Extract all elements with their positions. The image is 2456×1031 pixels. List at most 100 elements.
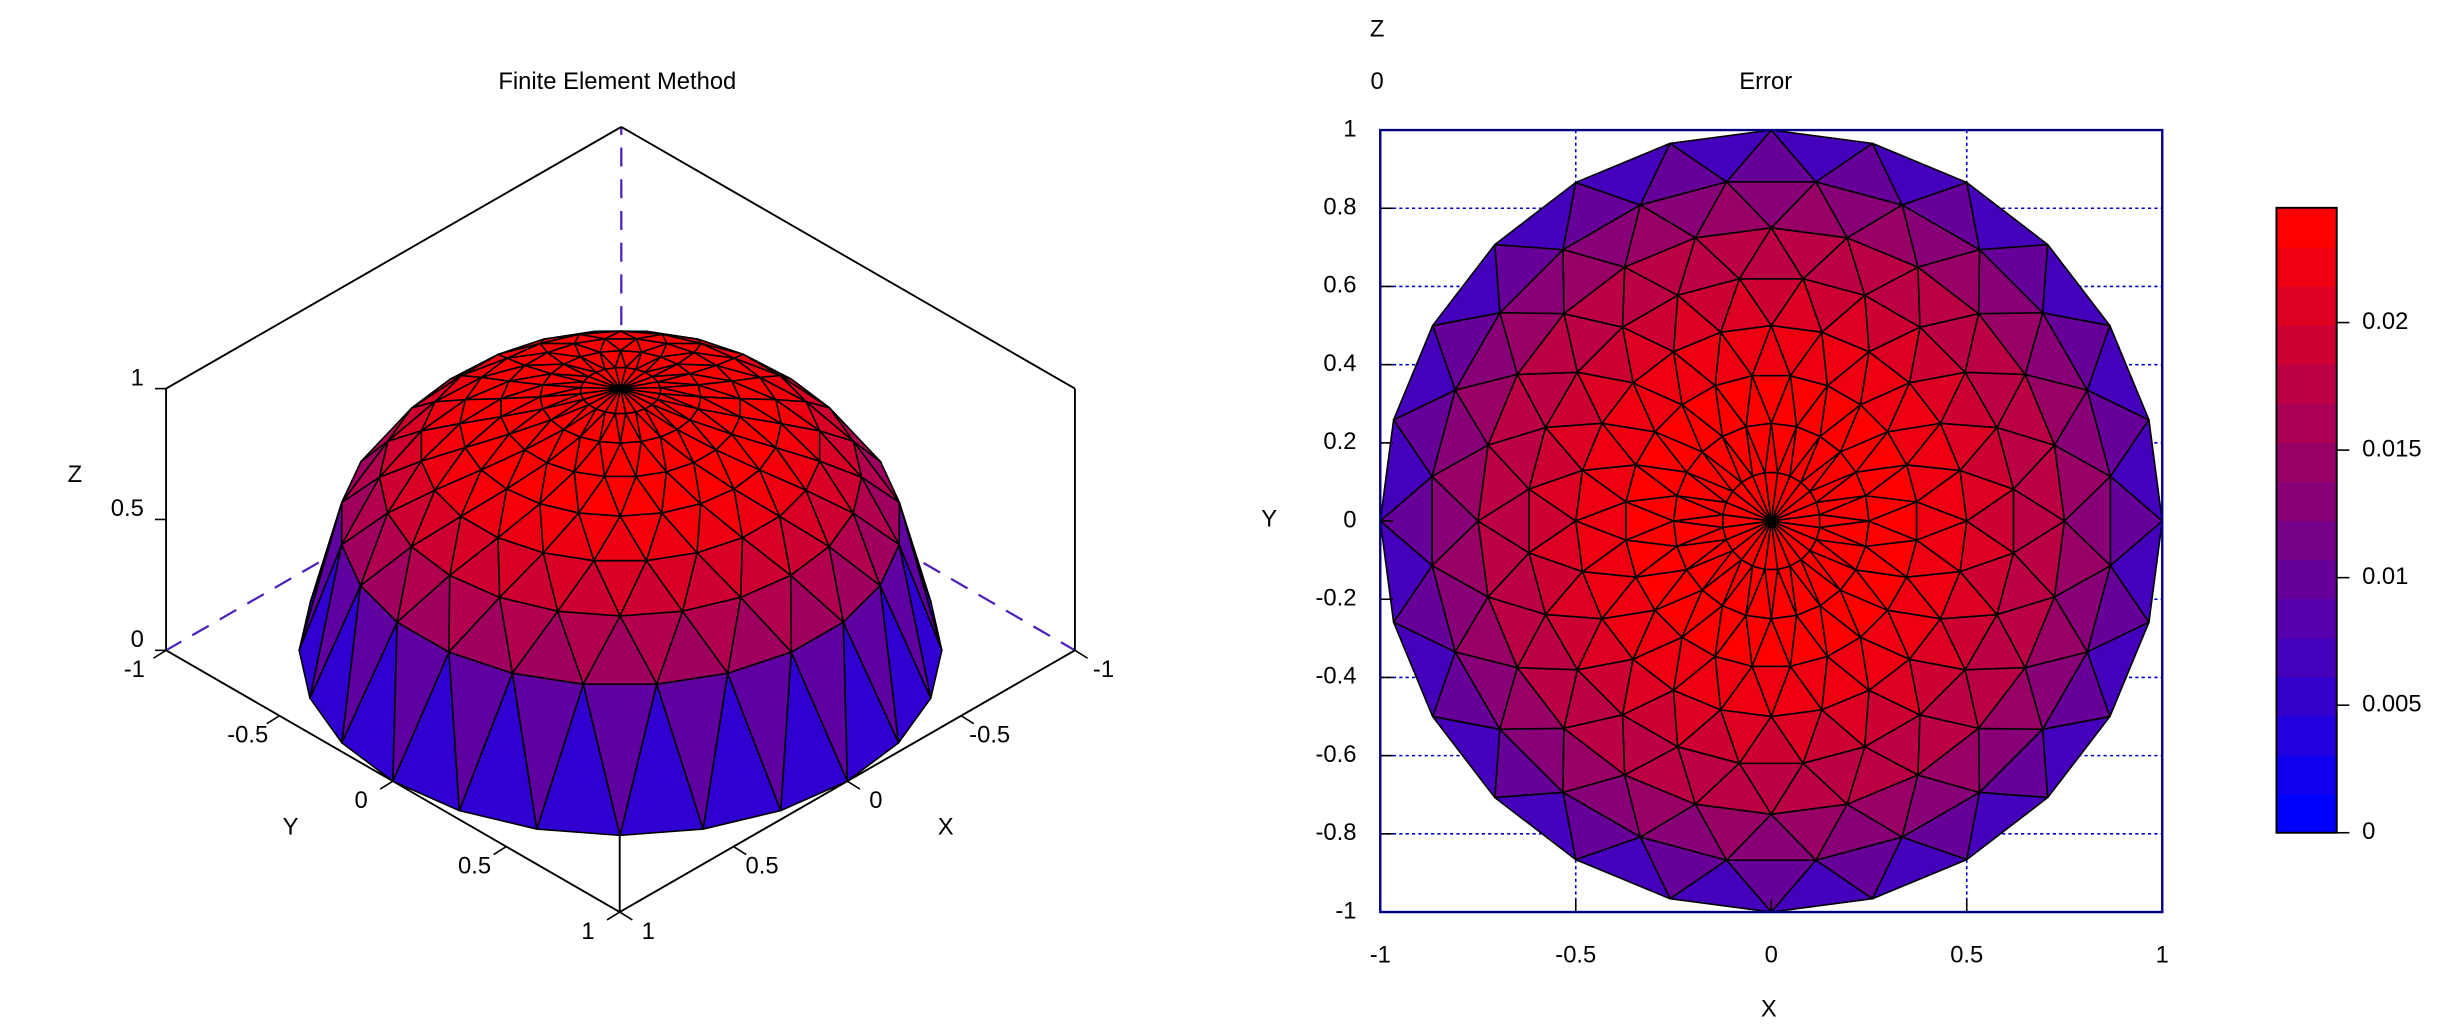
x-tick-label: 0.5 xyxy=(746,853,779,880)
colorbar-band xyxy=(2276,637,2337,678)
x-axis-label: X xyxy=(1761,996,1777,1023)
y-tick-label: -0.4 xyxy=(1315,663,1356,690)
x-tick-label: -1 xyxy=(1093,656,1114,683)
y-axis-label: Y xyxy=(1261,506,1277,533)
error-facet xyxy=(1392,621,1456,718)
x-tick xyxy=(1074,649,1089,659)
z-axis-label: Z xyxy=(1370,15,1385,42)
colorbar-band xyxy=(2276,285,2337,326)
y-tick-label: 0.8 xyxy=(1323,194,1356,221)
x-tick-label: -0.5 xyxy=(1555,942,1596,969)
colorbar-band xyxy=(2276,246,2337,287)
x-tick-label: 0.5 xyxy=(1950,942,1983,969)
surface-facet xyxy=(582,615,658,685)
y-tick-label: -1 xyxy=(1335,897,1356,924)
error-facet xyxy=(1669,129,1773,183)
x-tick xyxy=(960,715,975,725)
x-tick-label: -1 xyxy=(1370,942,1391,969)
x-tick-label: 1 xyxy=(2156,942,2169,969)
colorbar-frame xyxy=(2275,206,2338,834)
y-tick-label: 0.5 xyxy=(458,853,491,880)
y-tick-label: 1 xyxy=(581,918,594,945)
z-tick-label: 0 xyxy=(1370,68,1383,95)
box-edge xyxy=(165,126,622,390)
colorbar-band xyxy=(2276,754,2337,795)
colorbar-band xyxy=(2276,676,2337,717)
colorbar-band xyxy=(2276,324,2337,365)
error-facet xyxy=(2086,621,2150,718)
error-facet xyxy=(2041,715,2111,799)
colorbar-tick-label: 0.01 xyxy=(2362,563,2408,590)
y-tick-label: -1 xyxy=(124,656,145,683)
x-axis-label: X xyxy=(938,813,954,840)
colorbar-tick-label: 0.02 xyxy=(2362,308,2408,335)
colorbar-band xyxy=(2276,442,2337,482)
colorbar-band xyxy=(2276,520,2337,561)
error-facet xyxy=(1965,791,2049,861)
colorbar-band xyxy=(2276,598,2337,639)
error-facet xyxy=(2086,324,2150,421)
colorbar-tick-label: 0.015 xyxy=(2362,435,2422,462)
error-facet xyxy=(1770,129,1874,183)
error-facet xyxy=(1379,520,1433,624)
colorbar-band xyxy=(2276,403,2337,443)
colorbar-band xyxy=(2276,793,2337,834)
colorbar-band xyxy=(2276,559,2337,600)
y-tick xyxy=(606,911,621,921)
z-tick-label: 1 xyxy=(131,364,144,391)
y-tick xyxy=(379,780,394,790)
x-tick xyxy=(846,780,861,790)
colorbar-tick-label: 0 xyxy=(2362,818,2375,845)
y-tick xyxy=(493,845,507,856)
error-facet xyxy=(1871,836,1968,900)
error-facet xyxy=(1493,181,1577,251)
z-tick-label: 0.5 xyxy=(111,495,144,522)
box-edge xyxy=(620,126,1076,390)
y-tick xyxy=(152,649,167,659)
y-tick xyxy=(266,715,280,725)
error-facet xyxy=(1574,836,1671,900)
x-tick xyxy=(619,911,633,921)
error-facet xyxy=(1574,142,1671,206)
chart-title: Error xyxy=(1739,68,1792,95)
y-tick-label: -0.8 xyxy=(1315,819,1356,846)
error-map xyxy=(1379,129,2164,913)
error-facet xyxy=(1431,243,1501,327)
error-facet xyxy=(1392,324,1456,421)
error-facet xyxy=(1379,419,1433,522)
colorbar-band xyxy=(2276,715,2337,756)
y-tick-label: 0.4 xyxy=(1323,350,1356,377)
error-facet xyxy=(1871,142,1968,206)
x-tick-label: 1 xyxy=(642,918,655,945)
y-tick-label: 1 xyxy=(1343,115,1356,142)
z-axis-label: Z xyxy=(68,461,83,488)
surface xyxy=(298,330,943,837)
z-tick-label: 0 xyxy=(131,626,144,653)
colorbar-band xyxy=(2276,364,2337,404)
error-facet xyxy=(2109,520,2164,624)
y-axis-label: Y xyxy=(283,813,299,840)
error-facet xyxy=(1493,791,1577,861)
y-tick-label: 0 xyxy=(1343,506,1356,533)
x-tick-label: 0 xyxy=(869,787,882,814)
y-tick-label: -0.6 xyxy=(1315,741,1356,768)
error-facet xyxy=(2041,243,2111,327)
plot-frame xyxy=(1379,128,2164,914)
y-tick-label: 0.2 xyxy=(1323,428,1356,455)
colorbar-band xyxy=(2276,481,2337,522)
error-facet xyxy=(1431,715,1501,799)
y-tick-label: -0.5 xyxy=(227,722,268,749)
error-facet xyxy=(1965,181,2049,251)
colorbar-tick-label: 0.005 xyxy=(2362,690,2422,717)
y-tick-label: 0.6 xyxy=(1323,272,1356,299)
error-facet xyxy=(1669,859,1773,913)
error-facet xyxy=(1770,859,1874,913)
colorbar-band xyxy=(2276,207,2337,248)
x-tick-label: 0 xyxy=(1765,942,1778,969)
x-tick-label: -0.5 xyxy=(969,722,1010,749)
x-tick xyxy=(733,845,747,856)
chart-title: Finite Element Method xyxy=(498,68,736,95)
y-tick-label: -0.2 xyxy=(1315,585,1356,612)
